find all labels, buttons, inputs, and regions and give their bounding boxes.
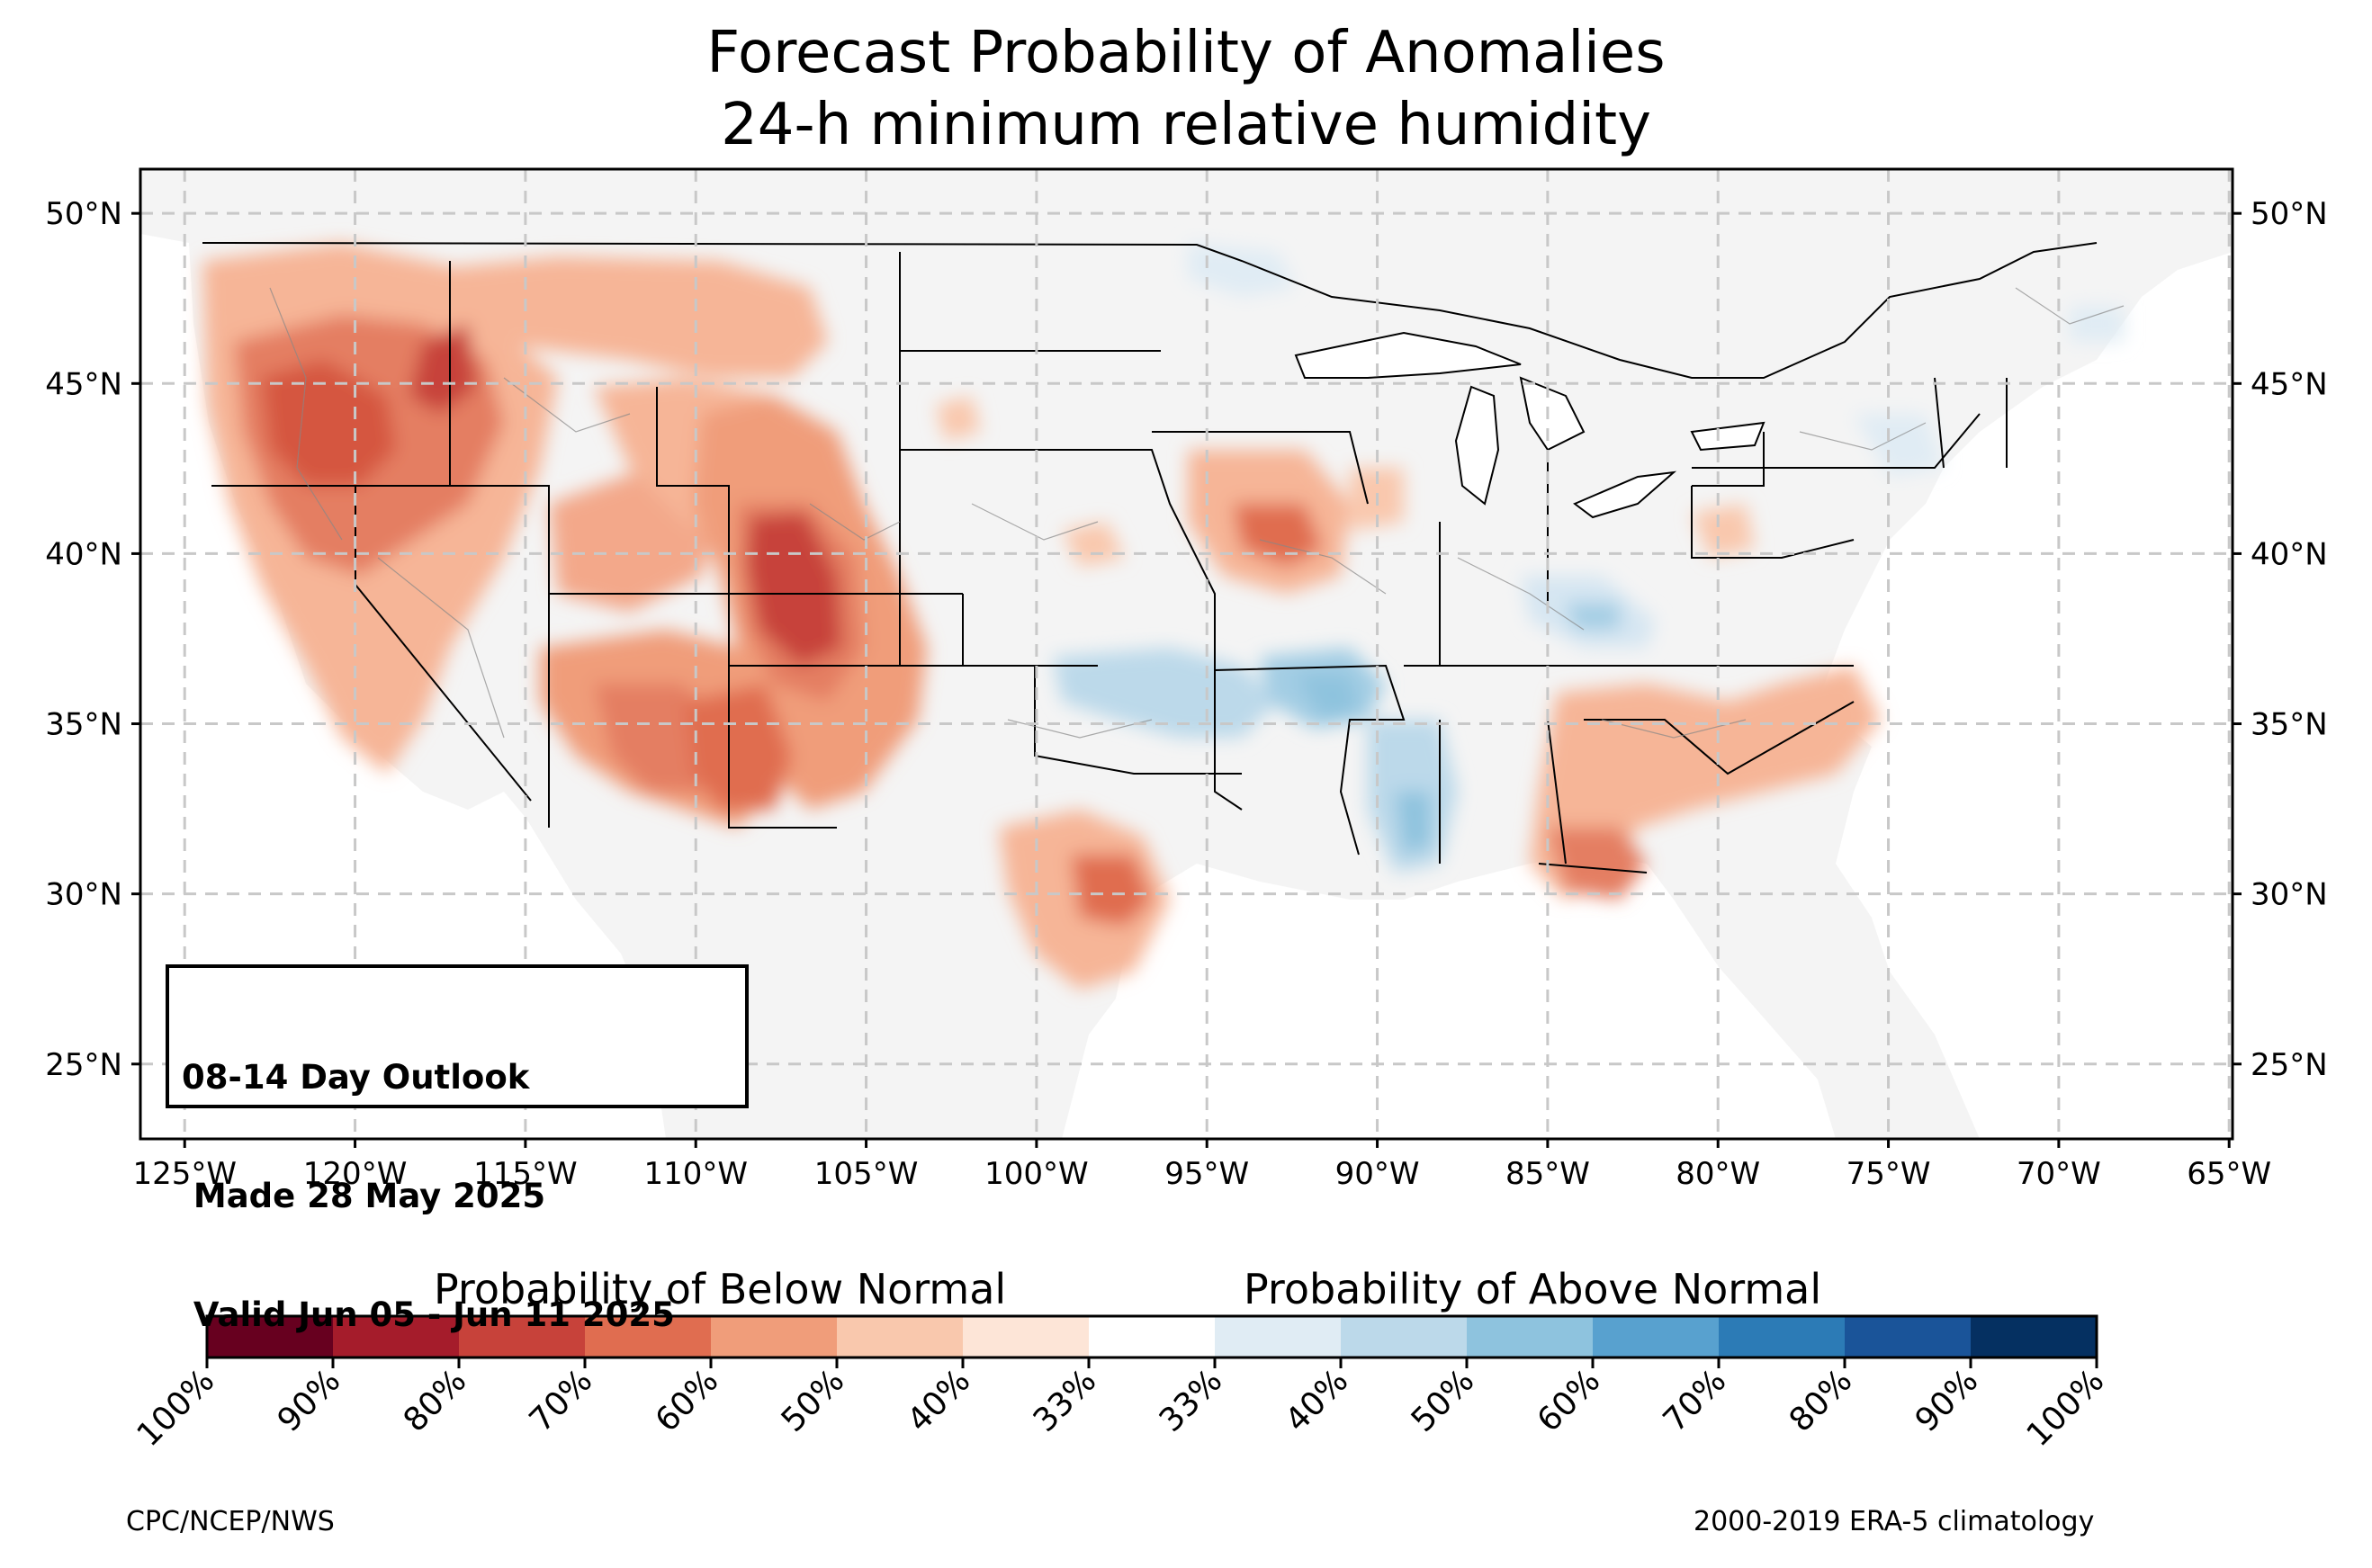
outlook-period: 08-14 Day Outlook	[182, 1058, 530, 1097]
colorbar-segment	[1467, 1316, 1594, 1357]
lon-label: 110°W	[643, 1156, 748, 1192]
colorbar-segment	[207, 1316, 334, 1357]
lat-label-right: 45°N	[2251, 366, 2328, 402]
lat-label-right: 40°N	[2251, 536, 2328, 572]
axis-ticks: 50°N 50°N 45°N 45°N 40°N 40°N 35°N 35°N 30°N 30°N…	[45, 196, 2327, 1192]
lon-label: 70°W	[2017, 1156, 2101, 1192]
lon-label: 95°W	[1164, 1156, 1249, 1192]
colorbar-above-label: Probability of Above Normal	[1244, 1265, 1822, 1313]
map-title-line2: 24-h minimum relative humidity	[721, 92, 1651, 158]
outlook-made-date: Made 28 May 2025	[182, 1177, 546, 1215]
outlook-valid-range: Valid Jun 05 - Jun 11 2025	[182, 1295, 675, 1334]
colorbar-below-label: Probability of Below Normal	[434, 1265, 1007, 1313]
lon-label: 90°W	[1335, 1156, 1420, 1192]
lon-label: 80°W	[1676, 1156, 1760, 1192]
lat-label-left: 40°N	[45, 536, 122, 572]
colorbar-tick-label: 70%	[1657, 1362, 1734, 1439]
lake-michigan	[1454, 385, 1500, 506]
footer-credit: CPC/NCEP/NWS	[126, 1506, 335, 1537]
lat-label-left: 25°N	[45, 1047, 122, 1083]
map-title-line1: Forecast Probability of Anomalies	[706, 20, 1666, 86]
outlook-info-box: 08-14 Day Outlook Made 28 May 2025 Valid…	[166, 964, 749, 1334]
colorbar-tick-label: 40%	[901, 1362, 978, 1439]
colorbar-tick-label: 50%	[775, 1362, 852, 1439]
colorbar-tick-label: 80%	[1783, 1362, 1860, 1439]
colorbar-segment	[1845, 1316, 1972, 1357]
lat-label-right: 25°N	[2251, 1047, 2328, 1083]
pacific-ocean	[140, 234, 666, 1139]
lon-label: 75°W	[1846, 1156, 1931, 1192]
lon-label: 125°W	[132, 1156, 237, 1192]
lon-label: 115°W	[473, 1156, 578, 1192]
colorbar-segment	[711, 1316, 838, 1357]
lat-label-right: 30°N	[2251, 877, 2328, 913]
lat-label-left: 35°N	[45, 707, 122, 743]
colorbar-segment	[1719, 1316, 1846, 1357]
colorbar-segment	[963, 1316, 1090, 1357]
colorbar-tick-label: 60%	[1531, 1362, 1608, 1439]
anomaly-shading	[202, 243, 2124, 990]
lake-superior	[1294, 331, 1522, 379]
lon-label: 65°W	[2187, 1156, 2271, 1192]
lat-label-left: 50°N	[45, 196, 122, 232]
colorbar-tick-label: 100%	[2020, 1362, 2112, 1454]
colorbar-tick-label: 33%	[1027, 1362, 1104, 1439]
lake-ontario	[1690, 421, 1766, 452]
colorbar-segment	[837, 1316, 964, 1357]
colorbar-tick-label: 50%	[1405, 1362, 1482, 1439]
lake-erie	[1573, 470, 1677, 519]
lat-label-right: 50°N	[2251, 196, 2328, 232]
lon-label: 100°W	[984, 1156, 1089, 1192]
footer-climatology: 2000-2019 ERA-5 climatology	[1694, 1506, 2095, 1537]
atlantic-ocean	[1818, 169, 2233, 1139]
lon-label: 105°W	[814, 1156, 919, 1192]
colorbar-tick-label: 33%	[1153, 1362, 1230, 1439]
colorbar-tick-label: 90%	[1909, 1362, 1986, 1439]
lon-label: 85°W	[1505, 1156, 1590, 1192]
colorbar-frame	[205, 1314, 2098, 1359]
colorbar-segment	[1215, 1316, 1342, 1357]
state-boundaries	[202, 242, 2098, 874]
colorbar-tick-label: 40%	[1279, 1362, 1356, 1439]
lake-huron	[1519, 376, 1586, 452]
map-frame	[139, 167, 2234, 1141]
colorbar-segment	[1593, 1316, 1720, 1357]
lat-label-left: 45°N	[45, 366, 122, 402]
lat-label-left: 30°N	[45, 877, 122, 913]
colorbar-tick-label: 100%	[130, 1362, 222, 1454]
colorbar-segment	[585, 1316, 712, 1357]
colorbar-segment	[333, 1316, 460, 1357]
county-lines	[269, 287, 2125, 739]
colorbar-segment	[1971, 1316, 2098, 1357]
lon-label: 120°W	[303, 1156, 408, 1192]
lat-label-right: 35°N	[2251, 707, 2328, 743]
colorbar-segment	[1341, 1316, 1468, 1357]
colorbar-segment	[1089, 1316, 1216, 1357]
gulf-of-mexico	[1062, 855, 1836, 1139]
colorbar-segment	[459, 1316, 586, 1357]
